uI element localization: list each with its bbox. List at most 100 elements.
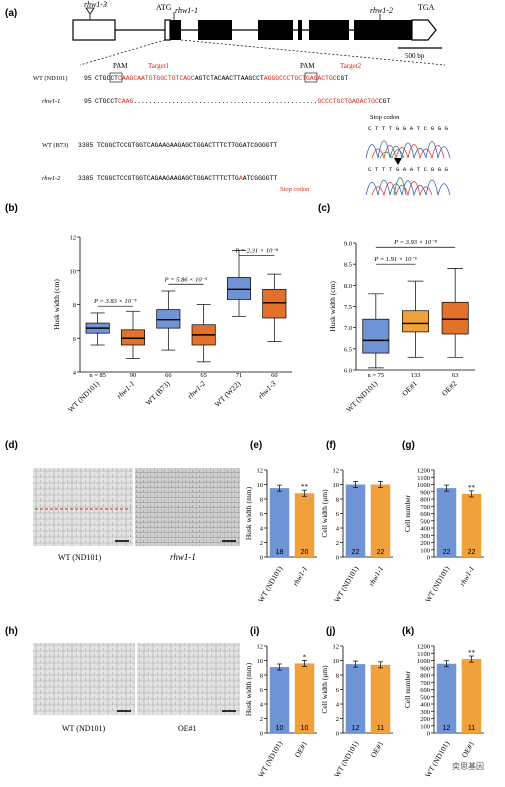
y-tick-label: 1000 [417, 658, 430, 665]
seq-row-rhw1-1: rhw1-1 95 CTGCCTCAAG....................… [42, 98, 390, 105]
y-tick-label: 6 [73, 336, 77, 343]
n-label: 22 [443, 549, 451, 556]
y-tick-label: 2 [336, 540, 339, 547]
box [402, 310, 429, 333]
atg-label: ATG [156, 3, 172, 12]
svg-text:TCGGCTCCGTGGTCAGAAGAAGAGCTGGAC: TCGGCTCCGTGGTCAGAAGAAGAGCTGGACTTTCTTGGAT… [97, 142, 277, 149]
y-axis-label: Husk width (mm) [244, 486, 253, 540]
p-value-label: P = 2.31 × 10⁻⁸ [234, 248, 278, 255]
y-tick-label: 500 [420, 694, 430, 701]
significance-star: * [303, 653, 307, 661]
exon-4 [298, 20, 302, 40]
x-category-label: WT (B73) [144, 379, 173, 408]
chromatogram-top [365, 140, 451, 160]
y-tick-label: 8.0 [344, 283, 352, 290]
chromatogram-seq-top: C T T T G G A T C G G G [368, 125, 449, 132]
p-value-label: P = 5.86 × 10⁻⁵ [164, 276, 208, 283]
gene-model [72, 7, 446, 66]
micrograph-label-wt-h: WT (ND101) [62, 724, 106, 733]
x-category-label: WT (ND101) [256, 739, 284, 779]
y-axis-label: Husk width (mm) [244, 662, 253, 716]
box [120, 329, 146, 346]
exon-1 [170, 20, 181, 40]
micrograph-label-wt-d: WT (ND101) [58, 553, 102, 562]
y-tick-label: 10 [333, 658, 340, 665]
y-tick-label: 10 [257, 482, 264, 489]
y-tick-label: 400 [420, 526, 430, 533]
y-tick-label: 10 [333, 482, 340, 489]
panel-label-h: (h) [5, 626, 18, 637]
utr5-box [72, 19, 116, 41]
y-tick-label: 6 [336, 687, 340, 694]
y-tick-label: 1200 [417, 644, 430, 651]
chart-i: 0 2 4 6 8 10 12 Husk width (mm) 10 WT (ND101) 10 * O… [244, 644, 317, 779]
y-tick-label: 8 [73, 302, 76, 309]
y-tick-label: 4 [336, 526, 340, 533]
significance-star: ** [301, 483, 309, 491]
x-category-label: rhw1-2 [185, 379, 207, 401]
y-tick-label: 8 [260, 673, 263, 680]
y-tick-label: 300 [420, 709, 430, 716]
y-tick-label: 12 [257, 644, 264, 651]
p-value-label: P = 3.83 × 10⁻⁵ [93, 298, 137, 305]
seq-row-rhw1-2: rhw1-2 3385 TCGGCTCCGTGGTCAGAAGAAGAGCTGG… [42, 175, 277, 182]
rhw1-1-label: rhw1-1 [175, 6, 198, 15]
n-label: 71 [236, 372, 243, 379]
y-tick-label: 400 [420, 702, 430, 709]
panel-label-e: (e) [250, 440, 262, 451]
y-tick-label: 1100 [417, 475, 430, 482]
bar [294, 663, 315, 733]
x-category-label: rhw1-1 [458, 565, 477, 588]
y-tick-label: 7.5 [344, 304, 352, 311]
target1-label: Target1 [148, 62, 170, 70]
stop-codon-label-1: Stop codon [370, 114, 400, 121]
y-tick-label: 0 [260, 555, 263, 562]
bar [370, 484, 391, 557]
y-tick-label: 0 [427, 731, 430, 738]
y-tick-label: 0 [336, 555, 339, 562]
box [362, 318, 390, 354]
y-tick-label: 10 [70, 268, 77, 275]
n-label: 63 [452, 372, 459, 379]
svg-text:CTGCCTCAAGCAATGTGGCTGTCAGCAGTC: CTGCCTCAAGCAATGTGGCTGTCAGCAGTCTACAACTTAA… [95, 75, 348, 82]
box [226, 277, 252, 300]
significance-star: ** [468, 649, 476, 657]
y-tick-label: 600 [420, 687, 430, 694]
y-tick-label: 12 [70, 235, 77, 242]
p-value-label: P = 1.91 × 10⁻⁶ [373, 256, 417, 263]
y-tick-label: 4 [336, 702, 340, 709]
y-tick-label: 1200 [417, 468, 430, 475]
y-tick-label: 12 [333, 644, 340, 651]
n-label: 22 [352, 549, 360, 556]
y-tick-label: 500 [420, 518, 430, 525]
y-tick-label: 0 [336, 731, 339, 738]
svg-text:WT (ND101): WT (ND101) [33, 75, 68, 82]
n-label: 18 [276, 549, 284, 556]
bar [461, 493, 482, 557]
y-tick-label: 800 [420, 497, 430, 504]
x-category-label: rhw1-1 [291, 565, 310, 588]
x-category-label: WT (ND101) [423, 739, 451, 779]
y-tick-label: 6 [336, 511, 340, 518]
bar [269, 488, 290, 557]
panel-label-i: (i) [250, 626, 259, 637]
chart-f: 0 2 4 6 8 10 12 Cell width (μm) 22 WT (ND101) 22 rh… [320, 468, 393, 604]
y-tick-label: 600 [420, 511, 430, 518]
svg-text:3385: 3385 [78, 175, 94, 182]
y-tick-label: 1100 [417, 651, 430, 658]
panel-label-g: (g) [402, 440, 415, 451]
y-tick-label: 4 [73, 370, 77, 377]
chromatogram-seq-bottom: C T T T G A A T C G G G [368, 166, 449, 173]
y-tick-label: 100 [420, 547, 430, 554]
y-tick-label: 0 [260, 731, 263, 738]
y-tick-label: 7.0 [344, 325, 352, 332]
y-tick-label: 8 [336, 673, 339, 680]
panel-label-a: (a) [5, 8, 17, 19]
chart-g: 0100200300400500600700800900100011001200… [403, 468, 484, 604]
bar [345, 484, 366, 557]
x-category-label: WT (ND101) [423, 564, 451, 604]
svg-text:3385: 3385 [78, 142, 94, 149]
arrow-down-icon [394, 158, 402, 165]
